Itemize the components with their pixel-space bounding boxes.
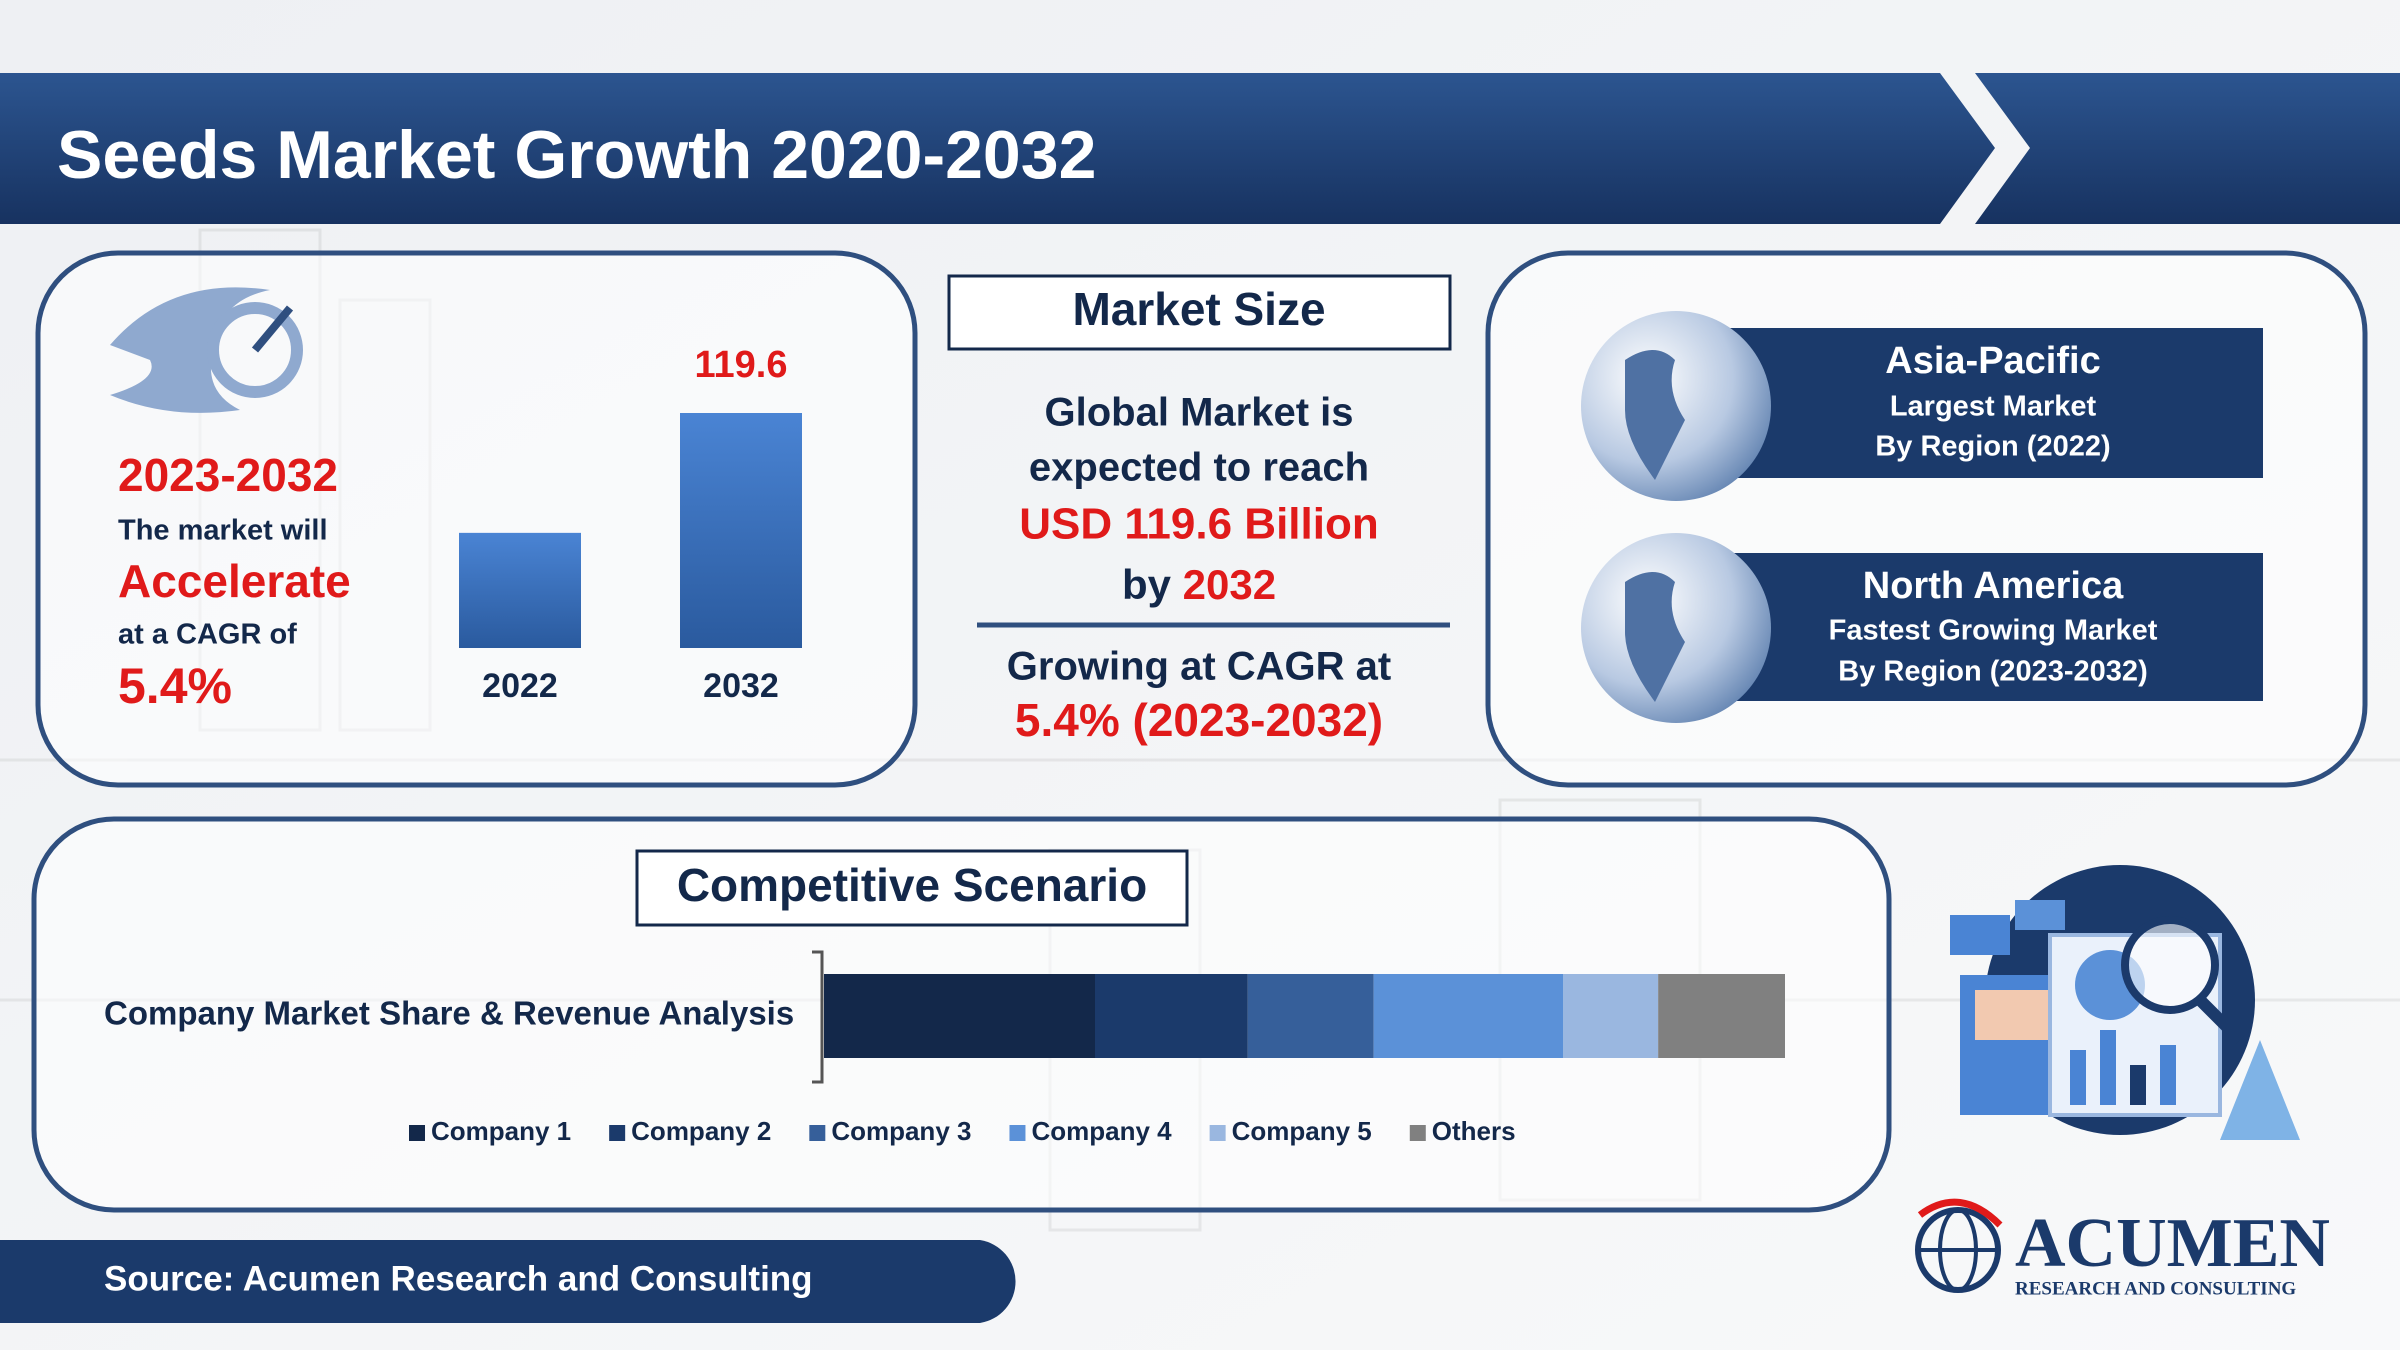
- bar: [680, 413, 802, 648]
- header-chevron: [1975, 73, 2400, 224]
- continents: [1625, 350, 1685, 480]
- logo: [1915, 1198, 2003, 1293]
- x-tick-label: 2032: [703, 667, 779, 705]
- legend-swatch: [609, 1125, 626, 1141]
- growth-line: at a CAGR of: [118, 619, 297, 651]
- competitive-label: Company Market Share & Revenue Analysis: [104, 995, 794, 1032]
- region-text: Fastest Growing Market: [1829, 615, 2158, 647]
- region-text: By Region (2022): [1875, 431, 2110, 463]
- growth-period: 2023-2032: [118, 449, 338, 501]
- legend-label: Company 5: [1232, 1116, 1372, 1146]
- value-label: 119.6: [695, 344, 788, 386]
- legend-label: Others: [1432, 1116, 1516, 1146]
- bar-segment: [1658, 974, 1785, 1058]
- header-band: [0, 73, 1995, 224]
- market-size-box: [947, 274, 1452, 351]
- bar: [459, 532, 581, 648]
- bracket: [812, 950, 824, 1084]
- growth-highlight: Accelerate: [118, 555, 351, 607]
- source-text: Source: Acumen Research and Consulting: [104, 1259, 813, 1298]
- legend-label: Company 2: [631, 1116, 771, 1146]
- logo-text: ACUMEN: [2015, 1205, 2330, 1282]
- legend-swatch: [1209, 1125, 1226, 1141]
- analytics-illustration: [1950, 865, 2300, 1140]
- legend-swatch: [409, 1125, 425, 1141]
- growth-chart: 2022 2032 119.6: [459, 344, 802, 705]
- legend-swatch: [1409, 1125, 1426, 1141]
- region-text: By Region (2023-2032): [1838, 656, 2147, 688]
- bar-segment: [1563, 974, 1659, 1058]
- market-size-value: USD 119.6 Billion: [1019, 500, 1378, 549]
- market-size-text: Growing at CAGR at: [1007, 645, 1391, 689]
- growth-line: The market will: [118, 515, 328, 547]
- legend-label: Company 3: [831, 1116, 971, 1146]
- bar-segment: [1373, 974, 1564, 1058]
- page-title: Seeds Market Growth 2020-2032: [57, 117, 1096, 193]
- market-size-cagr: 5.4% (2023-2032): [1015, 694, 1383, 746]
- by-text: by: [1122, 561, 1172, 608]
- legend-label: Company 4: [1031, 1116, 1172, 1146]
- logo-subtext: RESEARCH AND CONSULTING: [2015, 1278, 2296, 1299]
- year-text: 2032: [1183, 561, 1276, 608]
- continents: [1625, 572, 1685, 702]
- growth-cagr: 5.4%: [118, 658, 232, 714]
- bar-segment: [824, 974, 1096, 1058]
- market-size-by: by 2032: [1122, 561, 1276, 608]
- speed-icon: [110, 287, 303, 413]
- bar-segment: [1095, 974, 1248, 1058]
- market-size-text: expected to reach: [1029, 446, 1369, 490]
- region-name: North America: [1863, 565, 2124, 607]
- legend-swatch: [809, 1125, 826, 1141]
- bar-segment: [1247, 974, 1374, 1058]
- competitive-chart: Company 1 Company 2 Company 3 Company 4 Comp…: [409, 974, 1785, 1146]
- x-tick-label: 2022: [482, 667, 558, 705]
- region-text: Largest Market: [1890, 391, 2097, 423]
- competitive-title-box: [635, 849, 1189, 927]
- market-size-title: Market Size: [1072, 283, 1325, 335]
- legend-label: Company 1: [431, 1116, 571, 1146]
- source-band: [0, 1240, 1016, 1323]
- legend-swatch: [1009, 1125, 1026, 1141]
- region-name: Asia-Pacific: [1885, 340, 2100, 382]
- region-box: [1676, 553, 2263, 701]
- competitive-title: Competitive Scenario: [677, 859, 1147, 911]
- region-box: [1676, 328, 2263, 478]
- market-size-text: Global Market is: [1045, 391, 1354, 435]
